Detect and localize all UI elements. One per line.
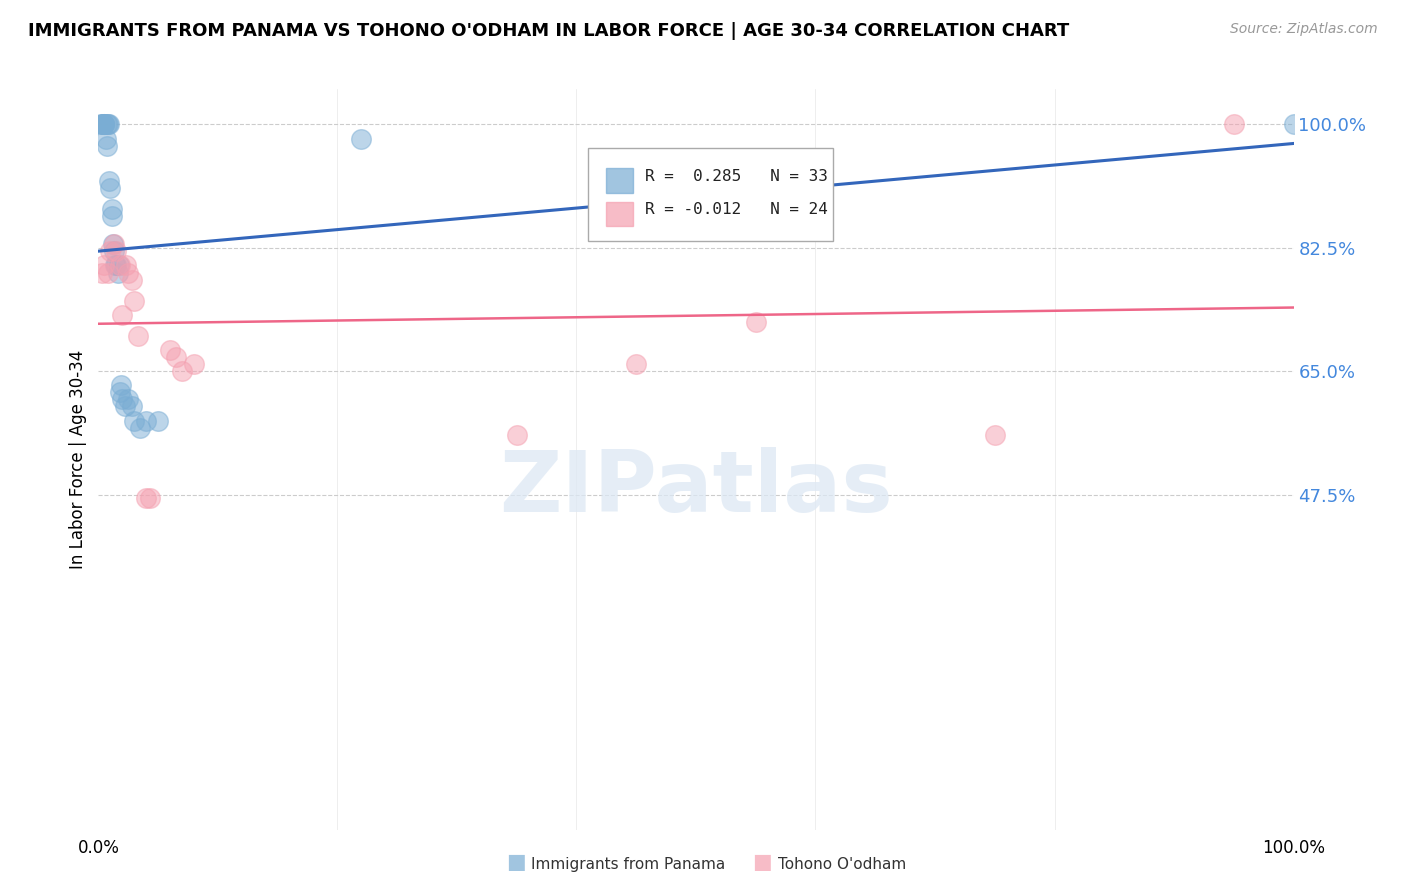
Point (506, 427, 529, 442)
Point (1223, 118, 1246, 132)
Point (114, 400, 136, 414)
Point (135, 491, 157, 505)
Point (90, 118, 112, 132)
Point (172, 364, 194, 378)
Point (135, 414, 157, 428)
Point (745, 315, 768, 329)
Point (124, 414, 146, 428)
Point (98, 174, 121, 188)
Point (105, 244, 128, 259)
Point (626, 357, 648, 371)
Point (97, 118, 120, 132)
Point (111, 308, 134, 322)
Point (124, 293, 146, 308)
Point (117, 266, 139, 280)
Y-axis label: In Labor Force | Age 30-34: In Labor Force | Age 30-34 (69, 350, 87, 569)
Point (110, 378, 132, 392)
Point (98, 181, 122, 195)
Point (93, 118, 115, 132)
Point (97, 266, 120, 280)
Point (108, 259, 131, 273)
Point (159, 343, 181, 357)
Text: ZIPatlas: ZIPatlas (499, 448, 893, 531)
Point (121, 272, 143, 286)
Point (91, 118, 114, 132)
Point (93, 118, 115, 132)
Point (139, 491, 162, 505)
Text: Source: ZipAtlas.com: Source: ZipAtlas.com (1230, 22, 1378, 37)
Point (183, 357, 205, 371)
Point (107, 259, 129, 273)
Point (165, 350, 187, 364)
Point (108, 385, 131, 400)
Point (105, 259, 128, 273)
Point (121, 400, 143, 414)
Text: ■: ■ (752, 853, 772, 872)
Point (93, 259, 115, 273)
Point (96, 118, 118, 132)
Point (984, 427, 1007, 442)
FancyBboxPatch shape (606, 169, 633, 193)
Point (103, 244, 125, 259)
Point (94, 131, 117, 145)
Text: R = -0.012   N = 24: R = -0.012 N = 24 (644, 202, 828, 218)
Text: Tohono O'odham: Tohono O'odham (778, 857, 905, 872)
Point (148, 414, 170, 428)
Point (98, 118, 121, 132)
Point (1282, 118, 1305, 132)
Point (93, 118, 115, 132)
Point (100, 202, 122, 216)
Point (107, 266, 129, 280)
Point (115, 259, 138, 273)
Point (103, 237, 125, 252)
Point (117, 392, 139, 407)
Text: Immigrants from Panama: Immigrants from Panama (531, 857, 725, 872)
Point (129, 420, 152, 434)
Point (91, 118, 114, 132)
Point (104, 259, 127, 273)
FancyBboxPatch shape (606, 202, 633, 227)
Point (100, 209, 122, 223)
FancyBboxPatch shape (589, 148, 834, 241)
Point (127, 329, 149, 343)
Point (101, 237, 124, 252)
Text: R =  0.285   N = 33: R = 0.285 N = 33 (644, 169, 828, 184)
Point (98, 244, 122, 259)
Text: ■: ■ (506, 853, 526, 872)
Point (96, 138, 118, 153)
Point (91, 266, 114, 280)
Point (350, 131, 373, 145)
Point (111, 392, 134, 407)
Text: IMMIGRANTS FROM PANAMA VS TOHONO O'ODHAM IN LABOR FORCE | AGE 30-34 CORRELATION : IMMIGRANTS FROM PANAMA VS TOHONO O'ODHAM… (28, 22, 1070, 40)
